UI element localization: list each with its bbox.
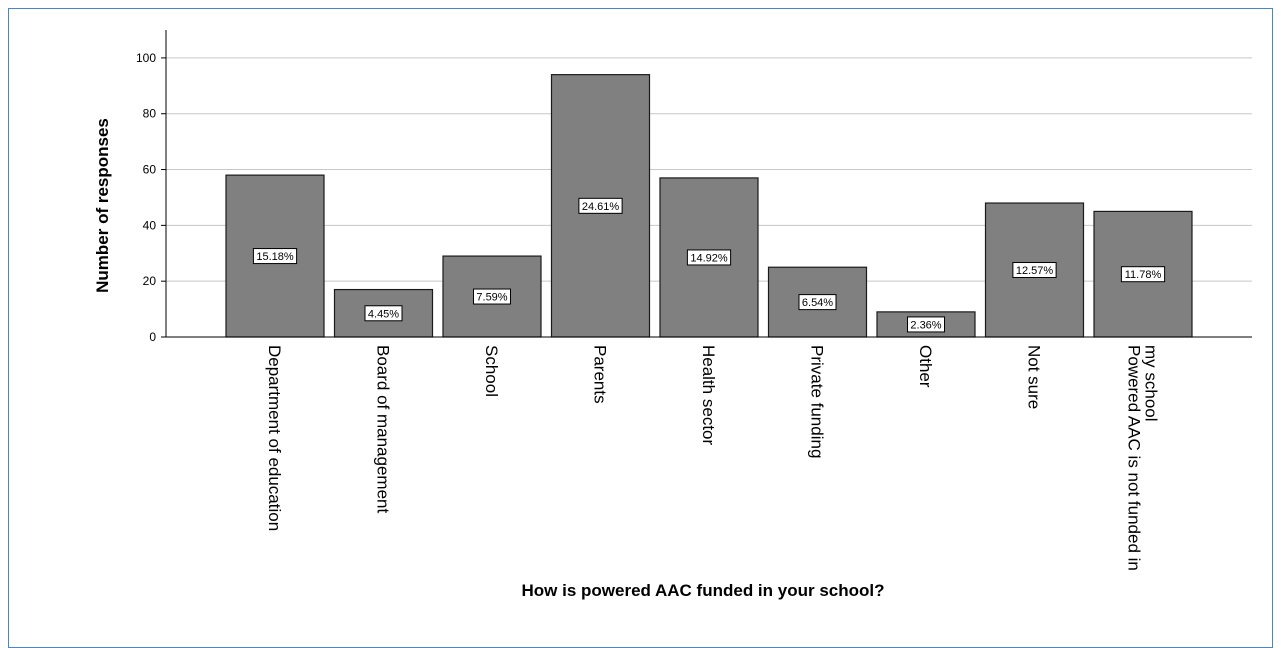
category-label-line: Other [916,345,935,388]
category-label-line: Powered AAC is not funded in [1125,345,1144,571]
data-label: 4.45% [368,308,399,320]
category-label: School [482,345,501,397]
data-label-box [473,288,511,305]
category-label: Other [916,345,935,388]
y-tick-label: 0 [149,330,156,344]
x-axis-title: How is powered AAC funded in your school… [522,581,885,600]
data-label: 12.57% [1016,265,1054,277]
category-label: Health sector [699,345,718,445]
category-label: Not sure [1025,345,1044,409]
data-label-box [578,197,623,214]
category-label-line: Private funding [808,345,827,458]
category-label-line: Parents [591,345,610,404]
category-labels: Department of education Board of manageme… [265,345,1161,571]
data-label-box [1012,262,1057,279]
data-label-box [798,294,837,311]
bars [225,74,1193,338]
category-label-line: School [482,345,501,397]
y-tick-label: 40 [143,218,157,232]
category-label-line: Department of education [265,345,284,531]
y-tick-label: 80 [143,107,157,121]
data-label: 11.78% [1125,269,1162,281]
data-label: 6.54% [802,297,833,309]
data-label-box [252,248,298,265]
data-label-box [364,305,403,322]
data-label: 2.36% [910,319,941,331]
y-tick-labels: 0 20 40 60 80 100 [136,51,156,344]
category-label: Board of management [374,345,393,513]
category-label: Powered AAC is not funded inmy school [1125,345,1161,571]
y-tick-label: 60 [143,163,157,177]
data-label: 14.92% [690,252,728,264]
category-label: Parents [591,345,610,404]
data-label-box [686,249,732,266]
axes [161,30,1252,338]
data-label: 7.59% [476,292,507,304]
y-tick-label: 100 [136,51,156,65]
category-label: Department of education [265,345,284,531]
category-label-line: Health sector [699,345,718,445]
data-labels: 15.18% 4.45% 7.59% 24.61% 14.92% 6.54% 2.36% 12… [252,197,1166,333]
category-label: Private funding [808,345,827,458]
y-axis-title: Number of responses [93,118,112,293]
category-label-line: Board of management [374,345,393,513]
data-label-box [907,316,945,333]
y-tick-label: 20 [143,274,157,288]
data-label: 24.61% [582,201,620,213]
data-label: 15.18% [256,251,294,263]
category-label-line: Not sure [1025,345,1044,409]
data-label-box [1120,266,1166,283]
category-label-line: my school [1142,345,1161,422]
